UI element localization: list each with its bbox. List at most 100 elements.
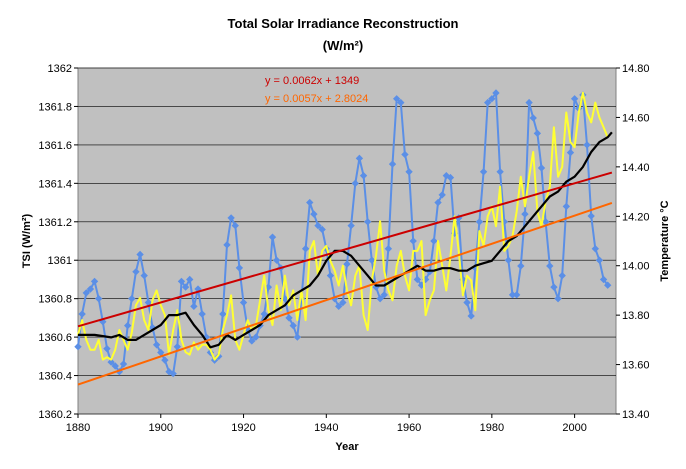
x-axis-ticks: 1880 1900 1920 1940 1960 1980 2000 — [66, 414, 587, 434]
left-tick-label: 1362 — [48, 63, 72, 75]
left-tick-label: 1361.8 — [38, 101, 72, 113]
tsi-point — [533, 129, 542, 138]
tsi-point — [380, 291, 388, 299]
tsi-point — [347, 221, 355, 230]
tsi-point — [554, 294, 562, 303]
left-tick-label: 1360.8 — [38, 294, 72, 306]
temperature-series — [77, 91, 609, 361]
tsi-point — [239, 298, 248, 307]
tsi-point — [413, 275, 422, 284]
tsi-point — [558, 271, 566, 280]
right-tick-label: 14.60 — [622, 112, 650, 124]
tsi-point — [252, 333, 260, 341]
x-tick-label: 1880 — [66, 422, 90, 434]
tsi-point — [339, 298, 347, 307]
tsi-point — [74, 343, 82, 351]
tsi-point — [111, 362, 119, 370]
left-tick-label: 1361.2 — [38, 217, 72, 229]
tsi-point — [90, 277, 99, 286]
tsi-trendline — [77, 171, 613, 328]
tsi-point — [550, 283, 558, 291]
tsi-point — [248, 337, 256, 345]
tsi-point — [169, 369, 177, 378]
tsi-point — [479, 168, 488, 176]
tsi-point — [517, 262, 525, 270]
tsi-point — [198, 310, 206, 318]
right-axis-ticks: 13.40 13.60 13.80 14.00 14.20 14.40 14.60 14.80 — [616, 63, 650, 421]
tsi-point — [103, 344, 111, 353]
x-tick-label: 1900 — [149, 422, 173, 434]
tsi-point — [591, 245, 599, 253]
right-tick-label: 14.80 — [622, 63, 650, 75]
right-tick-label: 13.80 — [622, 310, 650, 322]
left-tick-label: 1360.6 — [38, 332, 72, 344]
right-tick-label: 14.00 — [622, 261, 650, 273]
tsi-point — [604, 281, 612, 289]
x-tick-label: 2000 — [562, 422, 586, 434]
tsi-point — [301, 245, 310, 253]
tsi-point — [181, 283, 190, 291]
tsi-point — [492, 89, 500, 97]
tsi-point — [123, 321, 132, 330]
x-tick-label: 1960 — [397, 422, 421, 434]
left-tick-label: 1360.4 — [38, 371, 72, 383]
trend-equation-temperature: y = 0.0057x + 2.8024 — [265, 93, 368, 105]
tsi-point — [157, 348, 165, 357]
tsi-point — [335, 302, 343, 311]
y-axis-label-right: Temperature °C — [659, 200, 671, 281]
tsi-point — [599, 275, 608, 284]
left-tick-label: 1361.6 — [38, 140, 72, 152]
series-layer — [74, 89, 613, 386]
tsi-point — [546, 262, 554, 270]
tsi-point — [384, 245, 393, 253]
tsi-point — [173, 343, 182, 351]
trend-equation-tsi: y = 0.0062x + 1349 — [265, 75, 359, 87]
tsi-point — [541, 218, 550, 226]
right-tick-label: 13.40 — [622, 409, 650, 421]
x-axis-label: Year — [335, 441, 359, 453]
left-tick-label: 1361.4 — [38, 178, 72, 190]
tsi-point — [376, 294, 384, 303]
tsi-point — [285, 314, 293, 322]
x-tick-label: 1920 — [231, 422, 255, 434]
tsi-point — [512, 291, 521, 299]
tsi-point — [140, 271, 148, 280]
tsi-point — [293, 333, 302, 341]
tsi-point — [587, 212, 595, 220]
tsi-point — [388, 160, 397, 168]
plot-area — [77, 67, 617, 415]
chart-title: Total Solar Irradiance Reconstruction — [227, 16, 459, 31]
tsi-point — [223, 241, 231, 249]
tsi-point — [177, 277, 186, 286]
tsi-point — [107, 358, 115, 366]
tsi-point — [119, 360, 128, 368]
tsi-point — [260, 310, 268, 318]
tsi-point — [409, 237, 417, 245]
tsi-point — [132, 268, 140, 276]
tsi-point — [343, 260, 351, 268]
left-tick-label: 1360.2 — [38, 409, 72, 421]
right-tick-label: 14.20 — [622, 211, 650, 223]
tsi-point — [467, 312, 475, 320]
tsi-point — [401, 150, 409, 159]
tsi-point — [508, 291, 517, 299]
tsi-point — [484, 98, 492, 107]
tsi-point — [430, 237, 438, 245]
tsi-point — [235, 264, 244, 272]
tsi-point — [227, 214, 235, 222]
left-tick-label: 1361 — [48, 255, 72, 267]
tsi-point — [186, 275, 194, 284]
tsi-point — [488, 95, 496, 103]
tsi-point — [136, 250, 144, 259]
tsi-point — [521, 210, 529, 218]
tsi-point — [144, 298, 153, 307]
tsi-point — [314, 221, 322, 230]
chart-subtitle: (W/m²) — [322, 38, 364, 53]
temperature-trendline — [77, 201, 613, 386]
temperature-smoothed-series — [78, 131, 613, 349]
tsi-point — [82, 289, 90, 297]
y-axis-label-left: TSI (W/m²) — [21, 213, 33, 268]
left-axis-ticks: 1360.2 1360.4 1360.6 1360.8 1361 1361.2 1361.4… — [38, 63, 78, 421]
tsi-point — [272, 256, 281, 264]
